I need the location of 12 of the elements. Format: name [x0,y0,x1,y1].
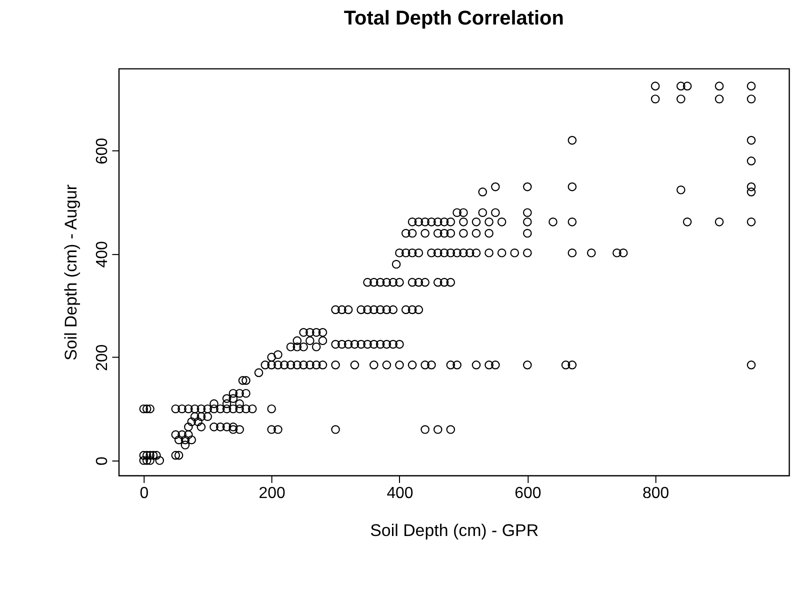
y-tick-label: 400 [94,240,112,268]
y-tick-label: 0 [94,456,112,466]
x-tick-label: 0 [140,484,149,502]
y-tick-label: 600 [94,138,112,164]
x-tick-label: 600 [514,484,542,502]
y-axis-title: Soil Depth (cm) - Augur [61,184,80,361]
x-axis-title: Soil Depth (cm) - GPR [370,520,539,540]
x-tick-label: 200 [258,484,286,502]
chart-title: Total Depth Correlation [344,8,564,30]
x-tick-label: 400 [386,484,414,502]
y-tick-label: 200 [94,344,112,372]
x-tick-label: 800 [642,484,670,502]
